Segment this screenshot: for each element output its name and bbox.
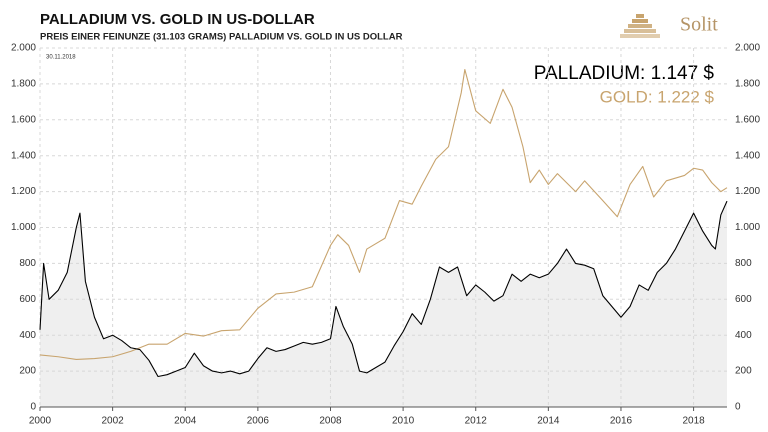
y2-tick-label: 1.800 [735,79,760,90]
x-tick-label: 2006 [247,416,270,427]
y2-tick-label: 800 [735,258,752,269]
line [39,200,728,378]
y2-tick-label: 1.600 [735,114,760,125]
y2-tick-label: 1.200 [735,186,760,197]
x-tick-label: 2008 [319,416,342,427]
y2-tick-label: 400 [735,330,752,341]
x-tick-label: 2010 [392,416,415,427]
y2-tick-label: 1.400 [735,150,760,161]
logo-text: Solit [680,14,718,36]
y2-tick-label: 0 [735,402,741,413]
y-tick-label: 1.200 [11,186,36,197]
y-tick-label: 1.800 [11,79,36,90]
x-tick-label: 2016 [610,416,633,427]
area [40,201,727,407]
chart-title: PALLADIUM VS. GOLD IN US-DOLLAR [40,11,315,28]
y-tick-label: 1.400 [11,150,36,161]
y-tick-label: 600 [19,294,36,305]
x-tick-label: 2000 [29,416,52,427]
y2-tick-label: 600 [735,294,752,305]
y-tick-label: 400 [19,330,36,341]
chart-subtitle: PREIS EINER FEINUNZE (31.103 GRAMS) PALL… [40,32,403,43]
x-tick-label: 2012 [465,416,488,427]
y2-tick-label: 2.000 [735,43,760,54]
y-tick-label: 200 [19,366,36,377]
y2-tick-label: 200 [735,366,752,377]
x-tick-label: 2002 [101,416,124,427]
palladium-annotation: PALLADIUM: 1.147 $ [534,63,715,84]
y-tick-label: 1.600 [11,114,36,125]
y-tick-label: 2.000 [11,43,36,54]
x-tick-label: 2014 [537,416,560,427]
y-tick-label: 0 [30,402,36,413]
date-label: 30.11.2018 [46,55,76,61]
y2-tick-label: 1.000 [735,222,760,233]
x-tick-label: 2018 [682,416,705,427]
y-tick-label: 1.000 [11,222,36,233]
line [39,68,728,360]
y-tick-label: 800 [19,258,36,269]
logo-icon [620,14,660,38]
gold-annotation: GOLD: 1.222 $ [600,87,715,106]
x-tick-label: 2004 [174,416,197,427]
